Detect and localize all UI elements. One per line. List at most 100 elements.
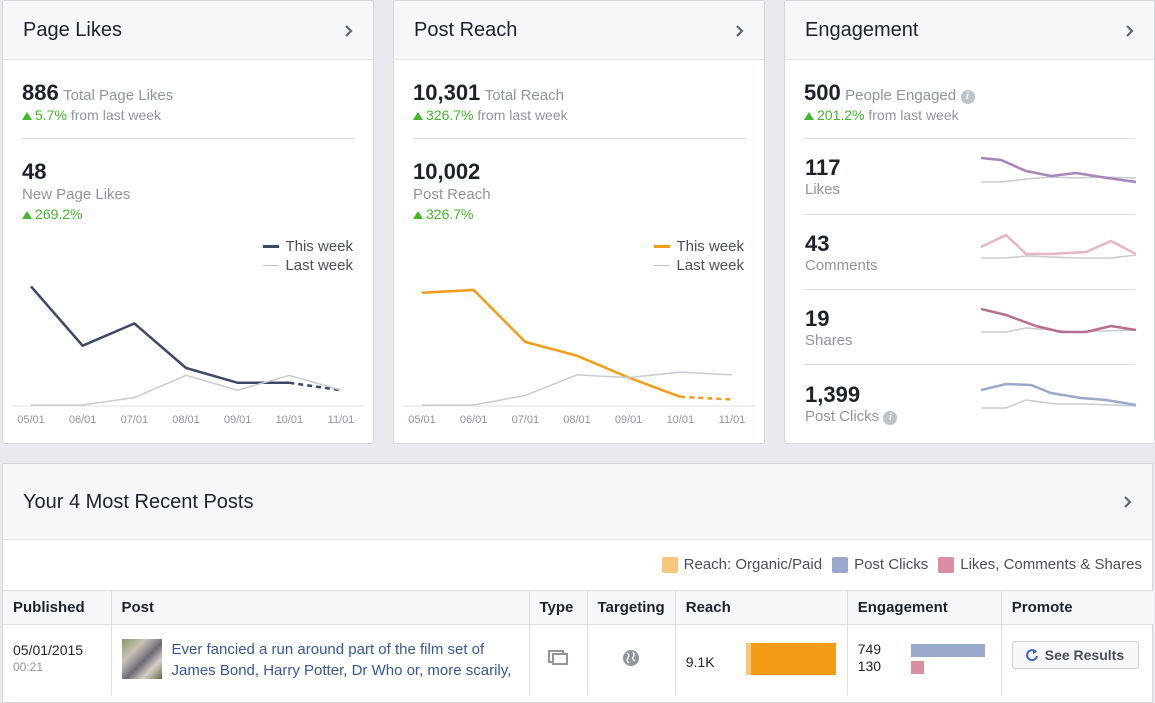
- col-promote[interactable]: Promote: [1001, 591, 1154, 625]
- up-arrow-icon: [413, 211, 423, 219]
- post-reach-title: Post Reach: [414, 19, 517, 42]
- post-thumbnail[interactable]: [122, 639, 162, 679]
- likes-legend: This week Last week: [263, 237, 353, 275]
- page-likes-title: Page Likes: [23, 19, 122, 42]
- x-tick-label: 08/01: [563, 414, 591, 426]
- recent-posts-title: Your 4 Most Recent Posts: [23, 491, 254, 514]
- post-time: 00:21: [13, 660, 101, 674]
- chevron-right-icon[interactable]: [1122, 494, 1134, 510]
- legend-swatch: [662, 557, 678, 573]
- post-clicks-sparkline: [981, 377, 1141, 417]
- col-engagement[interactable]: Engagement: [847, 591, 1001, 625]
- recent-posts-table: Published Post Type Targeting Reach Enga…: [3, 590, 1154, 695]
- x-tick-label: 09/01: [224, 414, 252, 426]
- col-post[interactable]: Post: [111, 591, 529, 625]
- lcs-bar: [911, 661, 924, 674]
- legend-lcs: Likes, Comments & Shares: [960, 556, 1142, 573]
- total-likes-label: Total Page Likes: [63, 87, 173, 104]
- legend-this-week: This week: [285, 238, 353, 255]
- post-reach-header[interactable]: Post Reach: [394, 1, 764, 60]
- x-tick-label: 10/01: [276, 414, 304, 426]
- series-this-week-partial: [680, 397, 732, 400]
- x-tick-label: 07/01: [512, 414, 540, 426]
- reach-value: 9.1K: [686, 654, 746, 670]
- total-reach-change: 326.7% from last week: [413, 107, 568, 123]
- x-tick-label: 08/01: [172, 414, 200, 426]
- series-last-week: [422, 372, 732, 405]
- people-engaged-value: 500: [804, 80, 841, 105]
- engagement-change: 201.2% from last week: [804, 107, 959, 123]
- legend-reach: Reach: Organic/Paid: [684, 556, 822, 573]
- recent-posts-panel: Your 4 Most Recent Posts Reach: Organic/…: [2, 463, 1153, 703]
- legend-post-clicks: Post Clicks: [854, 556, 928, 573]
- total-likes-value: 886: [22, 80, 59, 105]
- chevron-right-icon[interactable]: [734, 23, 746, 39]
- up-arrow-icon: [22, 211, 32, 219]
- post-reach-value: 10,002: [413, 159, 480, 185]
- up-arrow-icon: [804, 112, 814, 120]
- legend-swatch: [654, 245, 670, 248]
- col-reach[interactable]: Reach: [675, 591, 847, 625]
- post-reach-card: Post Reach 10,301 Total Reach 326.7% fro…: [393, 0, 765, 444]
- x-tick-label: 09/01: [615, 414, 643, 426]
- x-tick-label: 10/01: [667, 414, 695, 426]
- refresh-icon: [1025, 648, 1039, 662]
- x-tick-label: 11/01: [719, 414, 746, 426]
- legend-swatch: [263, 245, 279, 248]
- table-row[interactable]: 05/01/2015 00:21 Ever fancied a run arou…: [3, 625, 1154, 695]
- lcs-count: 130: [858, 658, 881, 675]
- new-likes-label: New Page Likes: [22, 186, 130, 203]
- chevron-right-icon[interactable]: [1124, 23, 1136, 39]
- total-reach-label: Total Reach: [485, 87, 564, 104]
- col-targeting[interactable]: Targeting: [587, 591, 675, 625]
- x-tick-label: 06/01: [460, 414, 488, 426]
- post-reach-change: 326.7%: [413, 206, 473, 222]
- comments-sparkline: [981, 227, 1141, 267]
- info-icon[interactable]: i: [883, 411, 897, 425]
- x-tick-label: 05/01: [17, 414, 45, 426]
- x-tick-label: 07/01: [121, 414, 149, 426]
- reach-bar: [746, 643, 836, 675]
- total-reach-value: 10,301: [413, 80, 480, 105]
- series-this-week: [422, 290, 680, 397]
- legend-swatch: [832, 557, 848, 573]
- new-likes-value: 48: [22, 159, 46, 185]
- series-this-week: [31, 286, 289, 382]
- x-tick-label: 05/01: [408, 414, 436, 426]
- people-engaged-label: People Engaged: [845, 87, 956, 104]
- legend-swatch: [263, 265, 279, 266]
- series-this-week-partial: [289, 383, 341, 390]
- page-likes-header[interactable]: Page Likes: [3, 1, 373, 60]
- recent-posts-header[interactable]: Your 4 Most Recent Posts: [3, 464, 1152, 540]
- likes-sparkline: [981, 151, 1141, 191]
- globe-icon: [622, 649, 640, 667]
- legend-swatch: [654, 265, 670, 266]
- reach-legend: This week Last week: [654, 237, 744, 275]
- info-icon[interactable]: i: [961, 90, 975, 104]
- up-arrow-icon: [22, 112, 32, 120]
- post-reach-label: Post Reach: [413, 186, 491, 203]
- post-clicks-bar: [911, 644, 985, 657]
- post-clicks-count: 749: [858, 641, 881, 658]
- page-likes-card: Page Likes 886 Total Page Likes 5.7% fro…: [2, 0, 374, 444]
- col-type[interactable]: Type: [529, 591, 587, 625]
- col-published[interactable]: Published: [3, 591, 111, 625]
- series-last-week: [31, 375, 341, 405]
- legend-this-week: This week: [676, 238, 744, 255]
- post-reach-chart: 05/01 06/01 07/01 08/01 09/01 10/01 11/01: [394, 271, 765, 431]
- recent-posts-legend: Reach: Organic/Paid Post Clicks Likes, C…: [662, 556, 1142, 573]
- legend-swatch: [938, 557, 954, 573]
- engagement-header[interactable]: Engagement: [785, 1, 1154, 60]
- chevron-right-icon[interactable]: [343, 23, 355, 39]
- post-date: 05/01/2015: [13, 642, 101, 658]
- see-results-button[interactable]: See Results: [1012, 641, 1139, 669]
- up-arrow-icon: [413, 112, 423, 120]
- shares-sparkline: [981, 302, 1141, 342]
- total-likes-change: 5.7% from last week: [22, 107, 161, 123]
- x-tick-label: 11/01: [328, 414, 355, 426]
- engagement-card: Engagement 500 People Engaged i 201.2% f…: [784, 0, 1155, 444]
- engagement-title: Engagement: [805, 19, 918, 42]
- album-type-icon: [548, 649, 568, 665]
- post-text-link[interactable]: Ever fancied a run around part of the fi…: [172, 639, 512, 681]
